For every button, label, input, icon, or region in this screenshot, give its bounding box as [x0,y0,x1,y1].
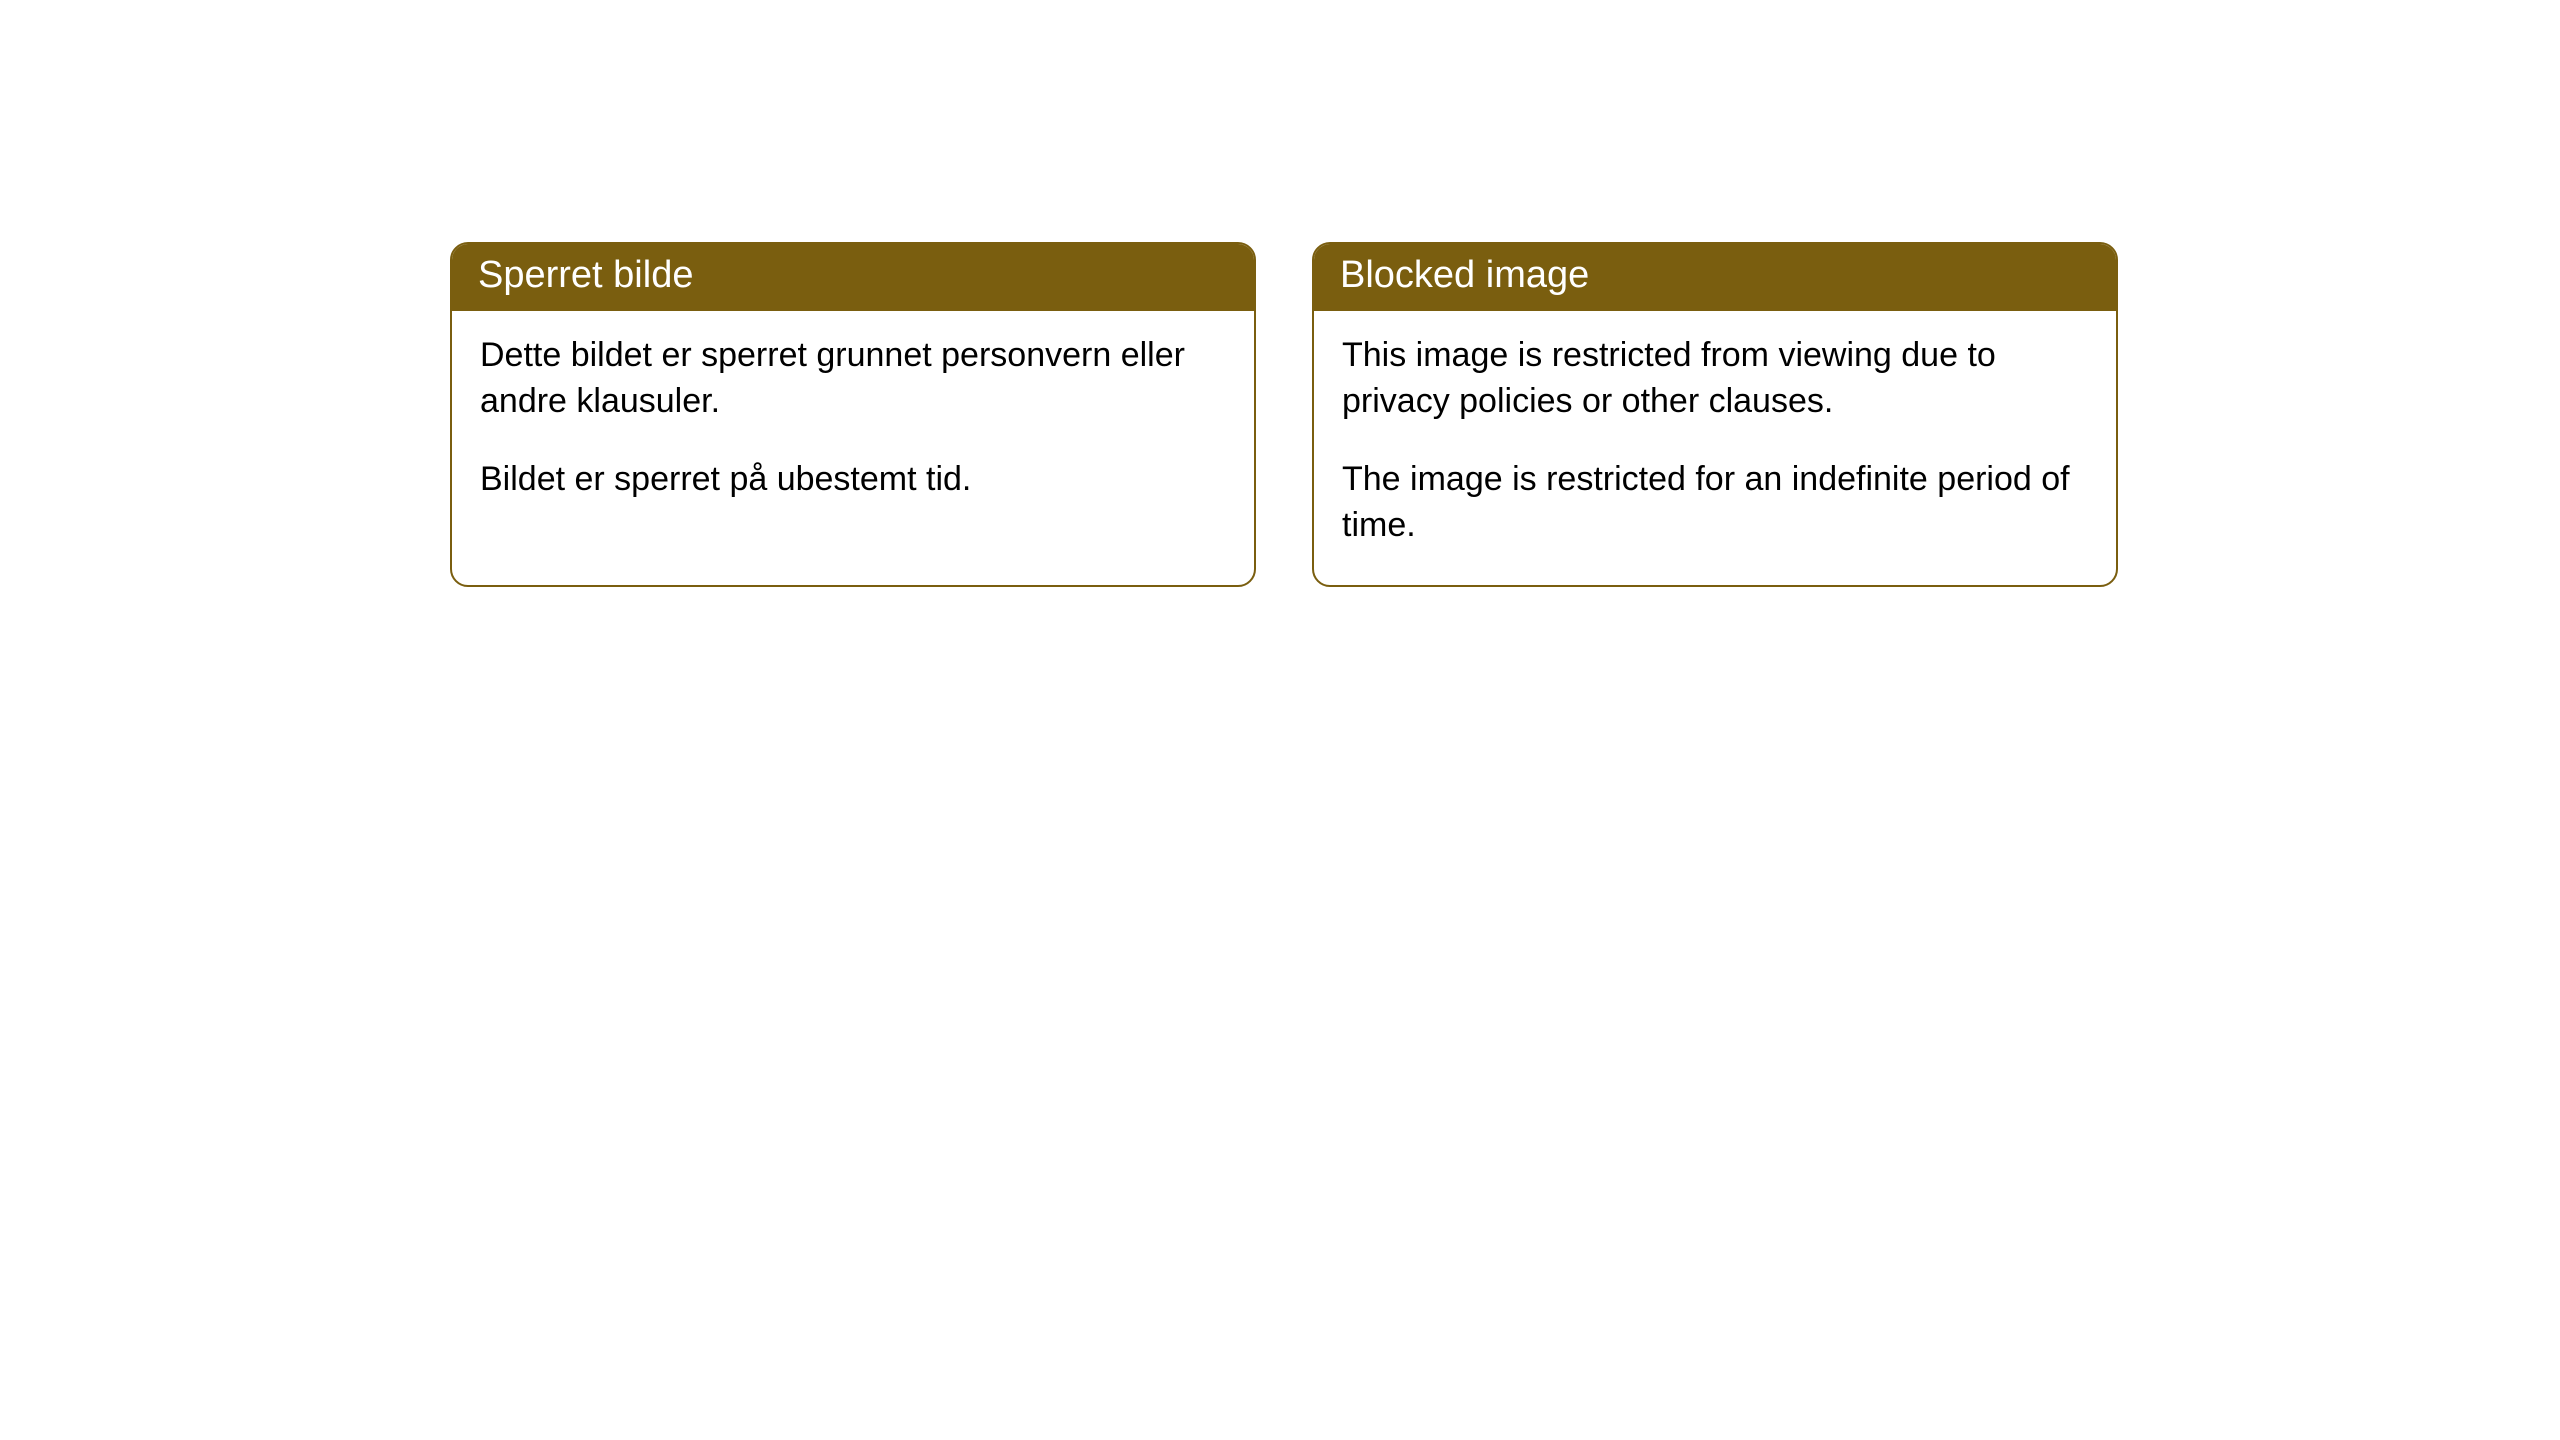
notice-paragraph: Bildet er sperret på ubestemt tid. [480,457,1226,503]
card-header: Blocked image [1314,244,2116,311]
notice-card-norwegian: Sperret bilde Dette bildet er sperret gr… [450,242,1256,587]
notice-container: Sperret bilde Dette bildet er sperret gr… [450,242,2118,587]
card-body: This image is restricted from viewing du… [1314,311,2116,585]
notice-paragraph: The image is restricted for an indefinit… [1342,457,2088,549]
card-body: Dette bildet er sperret grunnet personve… [452,311,1254,539]
notice-paragraph: Dette bildet er sperret grunnet personve… [480,333,1226,425]
notice-paragraph: This image is restricted from viewing du… [1342,333,2088,425]
card-header: Sperret bilde [452,244,1254,311]
notice-card-english: Blocked image This image is restricted f… [1312,242,2118,587]
